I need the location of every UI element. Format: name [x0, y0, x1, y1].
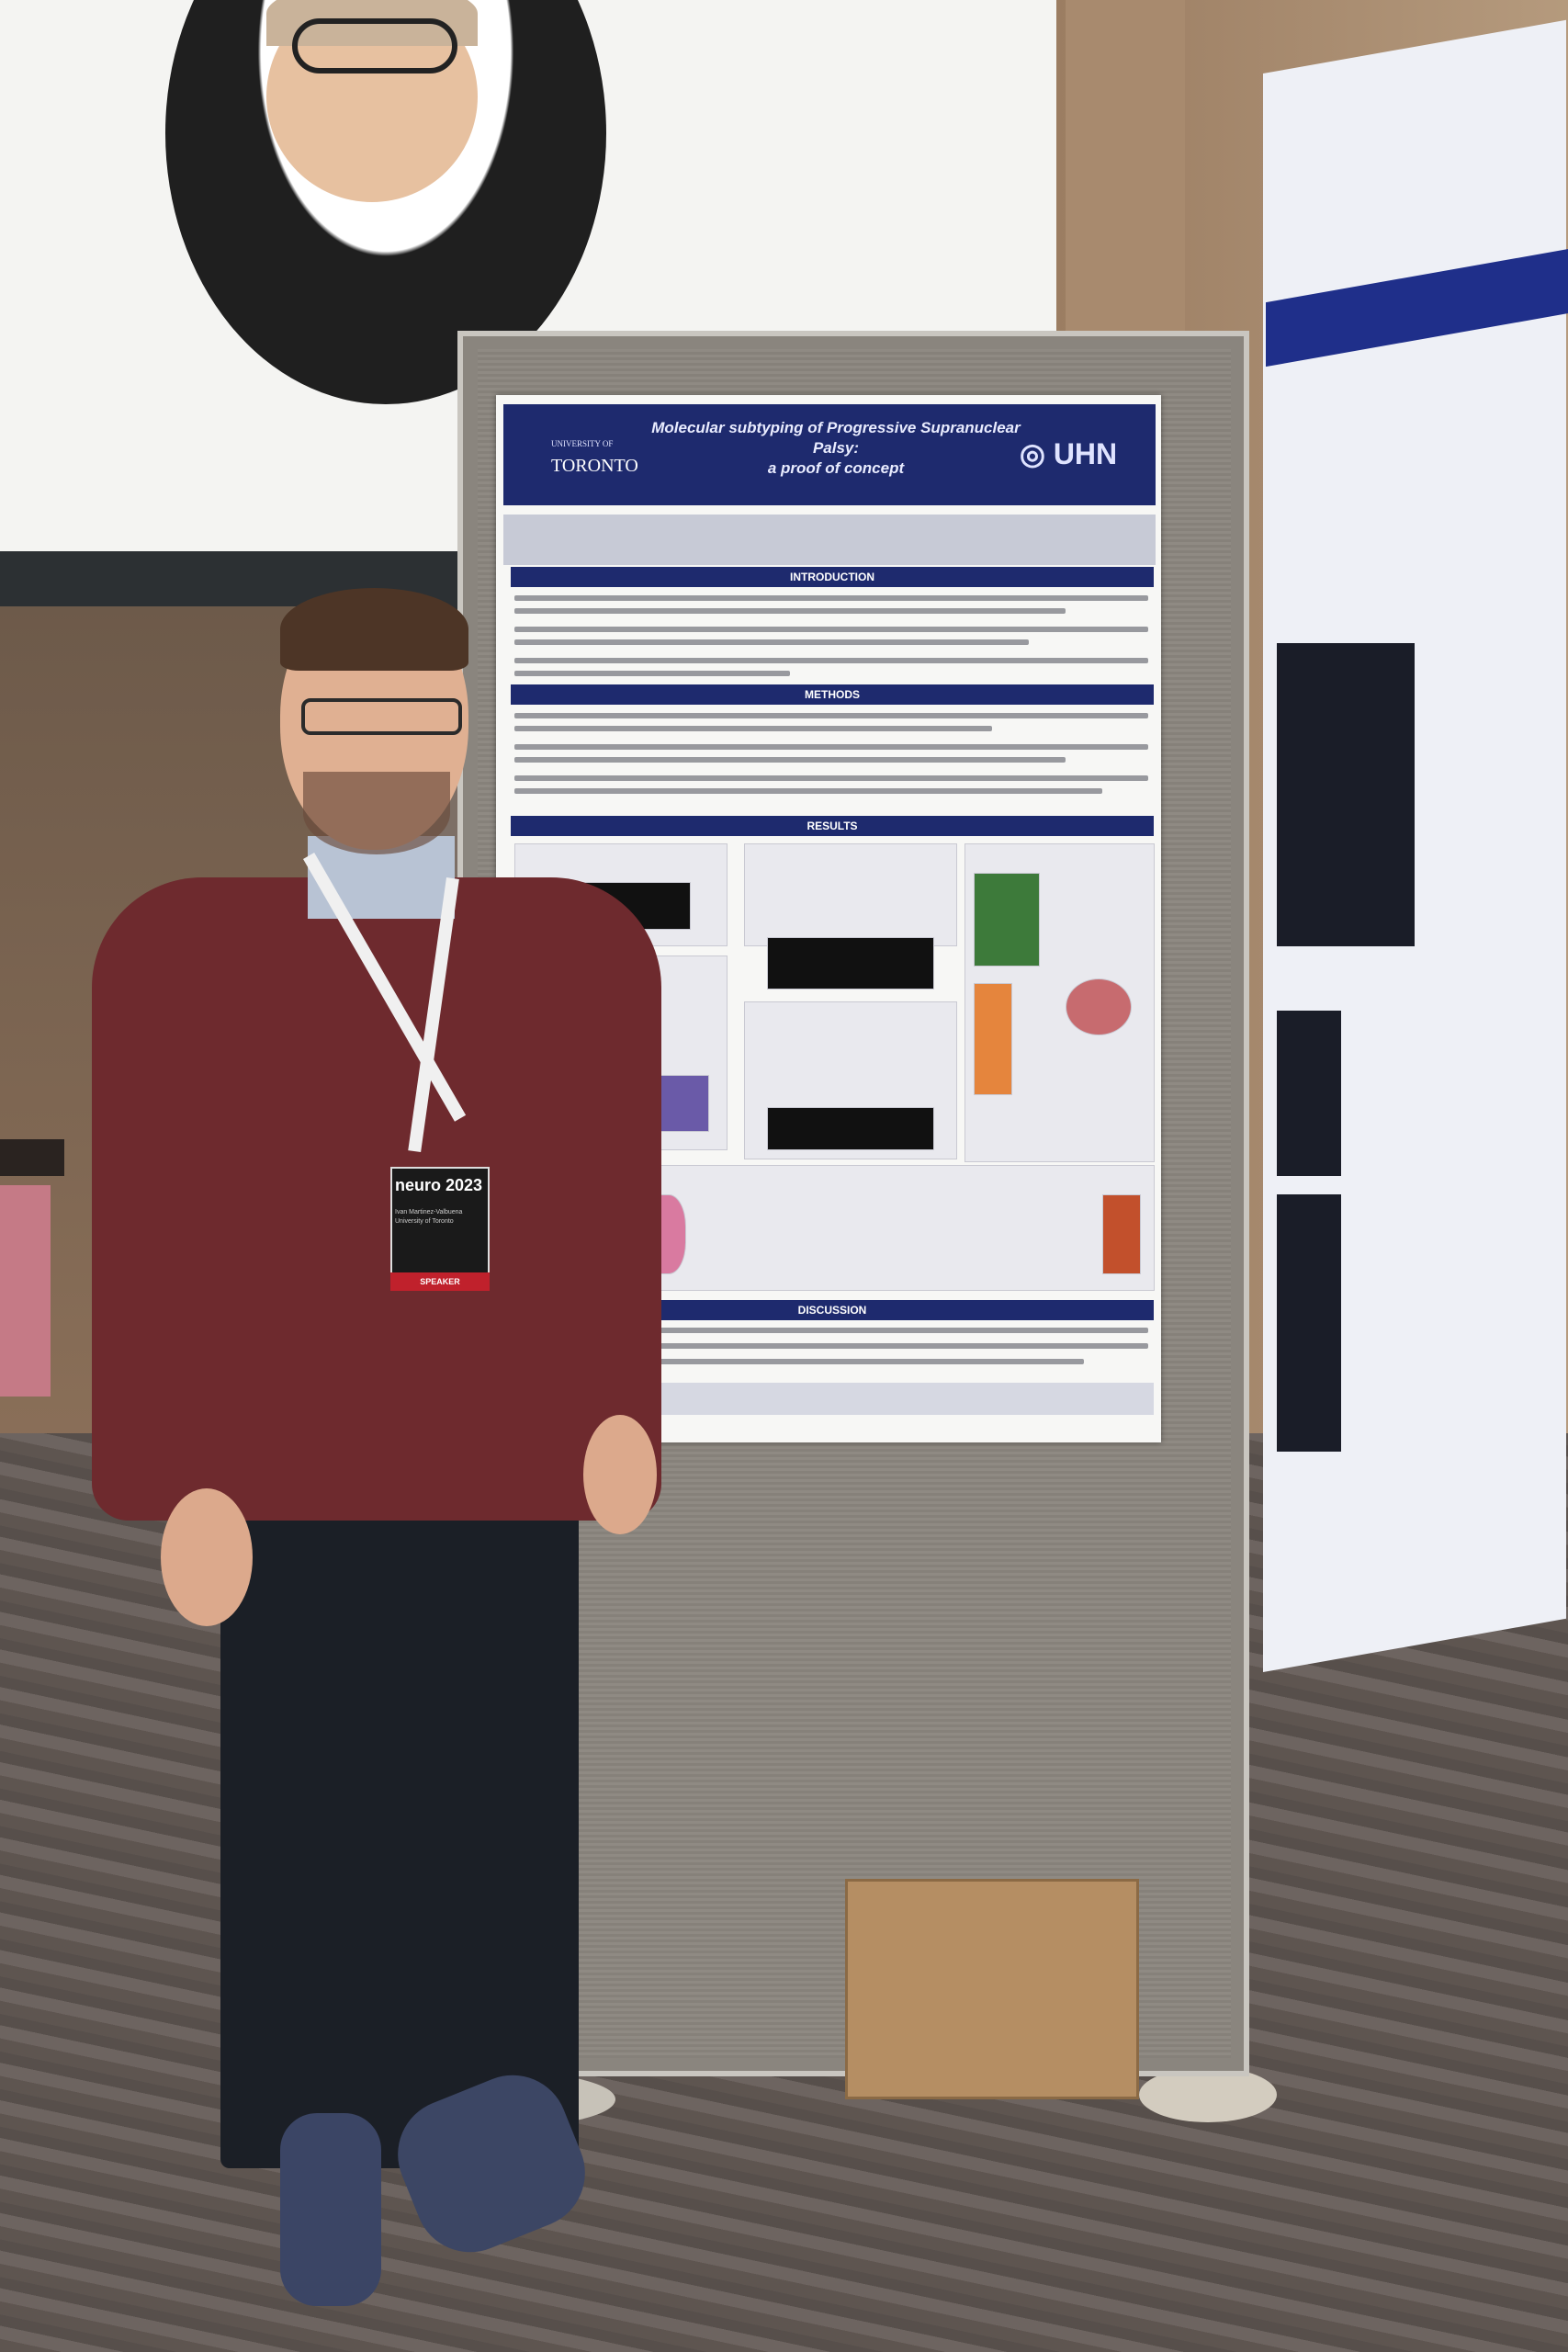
- presenter-hair: [280, 588, 468, 671]
- poster-title-line1: Molecular subtyping of Progressive Supra…: [651, 419, 1021, 457]
- text-line: [514, 627, 1148, 632]
- microscopy-panel: [767, 1107, 934, 1150]
- text-line: [514, 788, 1102, 794]
- adjacent-poster-figure: [1277, 1011, 1341, 1176]
- right-hand: [583, 1415, 657, 1534]
- uhn-logo-text: UHN: [1053, 437, 1118, 470]
- presenter-beard: [303, 772, 450, 854]
- poster-title-line2: a proof of concept: [767, 459, 905, 477]
- microscopy-panel: [767, 937, 934, 989]
- text-line: [514, 671, 790, 676]
- badge-event-logo: neuro 2023: [395, 1176, 483, 1194]
- text-line: [514, 1359, 1084, 1364]
- text-line: [514, 775, 1148, 781]
- side-table: [0, 1139, 64, 1176]
- section-results: RESULTS: [511, 816, 1154, 836]
- uoft-logo-text: TORONTO: [551, 456, 638, 476]
- text-line: [514, 726, 992, 731]
- text-line: [514, 658, 1148, 663]
- adjacent-poster-figure: [1277, 643, 1415, 946]
- badge-person-name: Ivan Martinez-Valbuena: [395, 1209, 463, 1216]
- cardboard-box: [845, 1879, 1139, 2099]
- text-line: [514, 744, 1148, 750]
- presenter-glasses: [301, 698, 462, 735]
- section-discussion: DISCUSSION: [511, 1300, 1154, 1320]
- name-badge: [390, 1167, 490, 1291]
- wall-panel: [1066, 0, 1185, 331]
- text-line: [514, 757, 1066, 763]
- uhn-logo: ◎ UHN: [1020, 437, 1118, 470]
- heatmap: [974, 873, 1040, 967]
- badge-name: Ivan Martinez-Valbuena University of Tor…: [395, 1208, 485, 1245]
- speaker-glasses: [292, 18, 457, 74]
- badge-role: SPEAKER: [390, 1272, 490, 1291]
- section-methods: METHODS: [511, 684, 1154, 705]
- text-line: [514, 1343, 1148, 1349]
- poster-header: [503, 404, 1156, 505]
- heatmap: [652, 1075, 709, 1132]
- results-figure: [744, 843, 957, 946]
- trousers: [220, 1433, 579, 2168]
- left-hand: [161, 1488, 253, 1626]
- section-introduction: INTRODUCTION: [511, 567, 1154, 587]
- scarf: [0, 1185, 51, 1396]
- text-line: [514, 713, 1148, 718]
- left-shoe: [280, 2113, 381, 2306]
- uoft-logo-top: UNIVERSITY OF: [551, 439, 614, 448]
- text-line: [514, 639, 1029, 645]
- venn-diagram: [1066, 978, 1132, 1035]
- text-line: [514, 595, 1148, 601]
- badge-affiliation: University of Toronto: [395, 1218, 454, 1225]
- text-line: [514, 1328, 1148, 1333]
- poster-authors-band: [503, 514, 1156, 565]
- heatmap: [1102, 1194, 1141, 1274]
- heatmap: [974, 983, 1012, 1095]
- poster-title: Molecular subtyping of Progressive Supra…: [643, 418, 1029, 492]
- board-foot: [1139, 2067, 1277, 2122]
- uoft-logo: TORONTO: [519, 441, 689, 492]
- text-line: [514, 608, 1066, 614]
- adjacent-poster-figure: [1277, 1194, 1341, 1452]
